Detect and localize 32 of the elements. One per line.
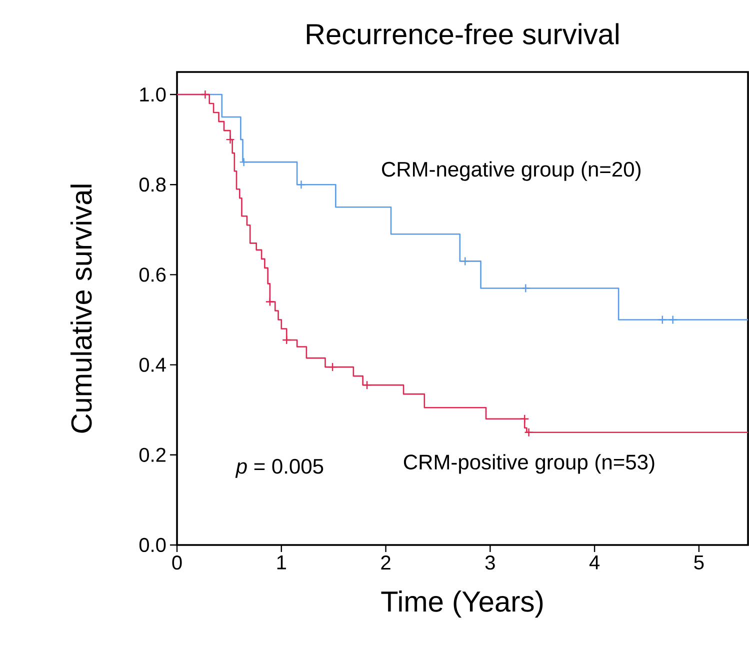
- point: [200, 90, 210, 100]
- point: [296, 180, 306, 190]
- y-tick-label: 0.6: [139, 268, 166, 282]
- y-axis-title: Cumulative survival: [70, 184, 92, 433]
- annotation: p = 0.005: [235, 458, 324, 478]
- point: [524, 428, 534, 437]
- point: [226, 134, 235, 144]
- point: [658, 315, 667, 324]
- x-tick-label: 0: [172, 556, 182, 570]
- series-label: CRM-positive group (n=53): [404, 454, 654, 474]
- x-tick-label: 5: [694, 556, 704, 570]
- x-tick-label: 1: [277, 556, 286, 570]
- point: [521, 284, 530, 293]
- y-tick-label: 0.2: [139, 448, 166, 462]
- x-tick-label: 2: [381, 556, 390, 570]
- y-tick-label: 0.0: [139, 538, 166, 552]
- series-label: CRM-negative group (n=20): [382, 161, 640, 181]
- point: [328, 362, 338, 372]
- y-tick-label: 1.0: [140, 87, 166, 102]
- x-axis-title: Time (Years): [381, 590, 543, 618]
- point: [282, 335, 292, 345]
- point: [668, 315, 678, 324]
- chart-title: Recurrence-free survival: [306, 23, 618, 44]
- point: [520, 414, 530, 424]
- point: [265, 297, 275, 306]
- x-tick-label: 4: [589, 556, 600, 570]
- y-tick-label: 0.8: [139, 178, 166, 192]
- point: [239, 157, 248, 167]
- point: [362, 380, 372, 390]
- x-tick-label: 3: [485, 556, 495, 570]
- point: [460, 256, 470, 266]
- y-tick-label: 0.4: [139, 358, 166, 372]
